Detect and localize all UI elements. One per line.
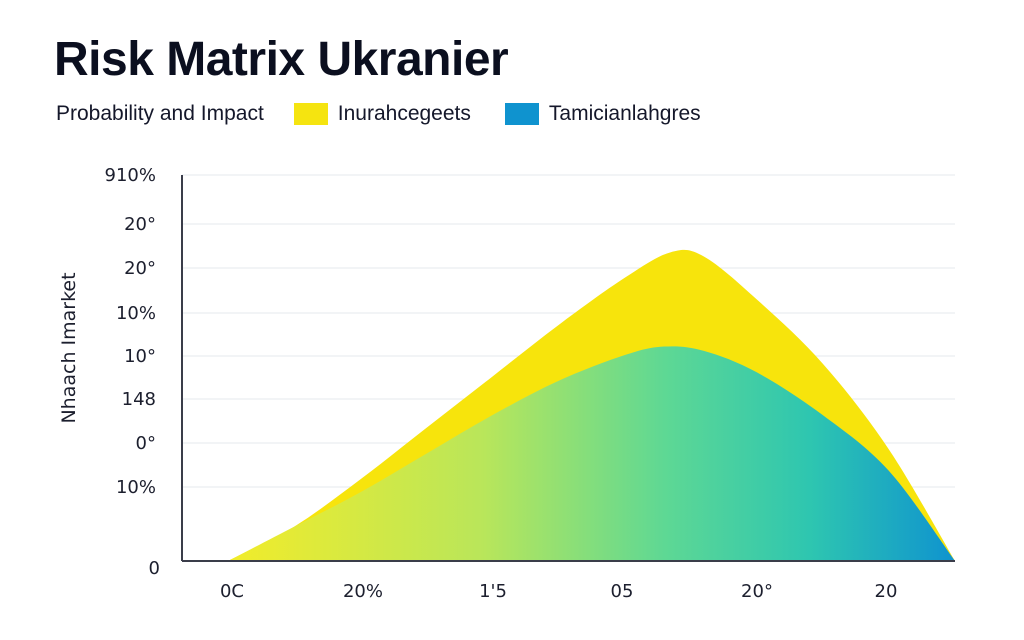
x-tick-label: 20° — [741, 581, 773, 602]
y-axis-label: Nhaach Imarket — [58, 272, 80, 423]
y-tick-label: 0° — [136, 433, 156, 454]
y-tick-label: 10% — [116, 303, 156, 324]
legend: Probability and Impact Inurahcegeets Tam… — [56, 102, 735, 126]
legend-item-series-1: Inurahcegeets — [293, 102, 471, 126]
axes — [181, 175, 955, 562]
legend-label-series-2: Tamicianlahgres — [548, 102, 701, 125]
x-tick-label: 05 — [611, 581, 634, 602]
x-tick-label: 20 — [875, 581, 898, 602]
y-tick-label: 10° — [124, 346, 156, 367]
y-tick-label: 910% — [105, 165, 156, 186]
chart-title: Risk Matrix Ukranier — [54, 33, 509, 86]
area-series-2 — [228, 346, 955, 561]
y-tick-label: 148 — [122, 389, 156, 410]
legend-swatch-series-1 — [293, 103, 328, 125]
y-tick-label: 20° — [124, 214, 156, 235]
series-areas — [228, 249, 955, 561]
x-tick-label: 1'5 — [479, 581, 507, 602]
x-tick-label: 0C — [220, 581, 244, 602]
legend-item-series-2: Tamicianlahgres — [504, 102, 701, 126]
tick-labels: 0 10% 0° 148 10° 10% 20° 20° 910% 0C 20% 1'5 05 20° 20 — [105, 165, 898, 602]
y-tick-label: 0 — [149, 558, 160, 579]
chart-subtitle: Probability and Impact — [56, 102, 264, 125]
legend-label-series-1: Inurahcegeets — [337, 102, 471, 125]
x-tick-label: 20% — [343, 581, 383, 602]
y-tick-label: 20° — [124, 258, 156, 279]
y-tick-label: 10% — [116, 477, 156, 498]
legend-swatch-series-2 — [504, 103, 539, 125]
